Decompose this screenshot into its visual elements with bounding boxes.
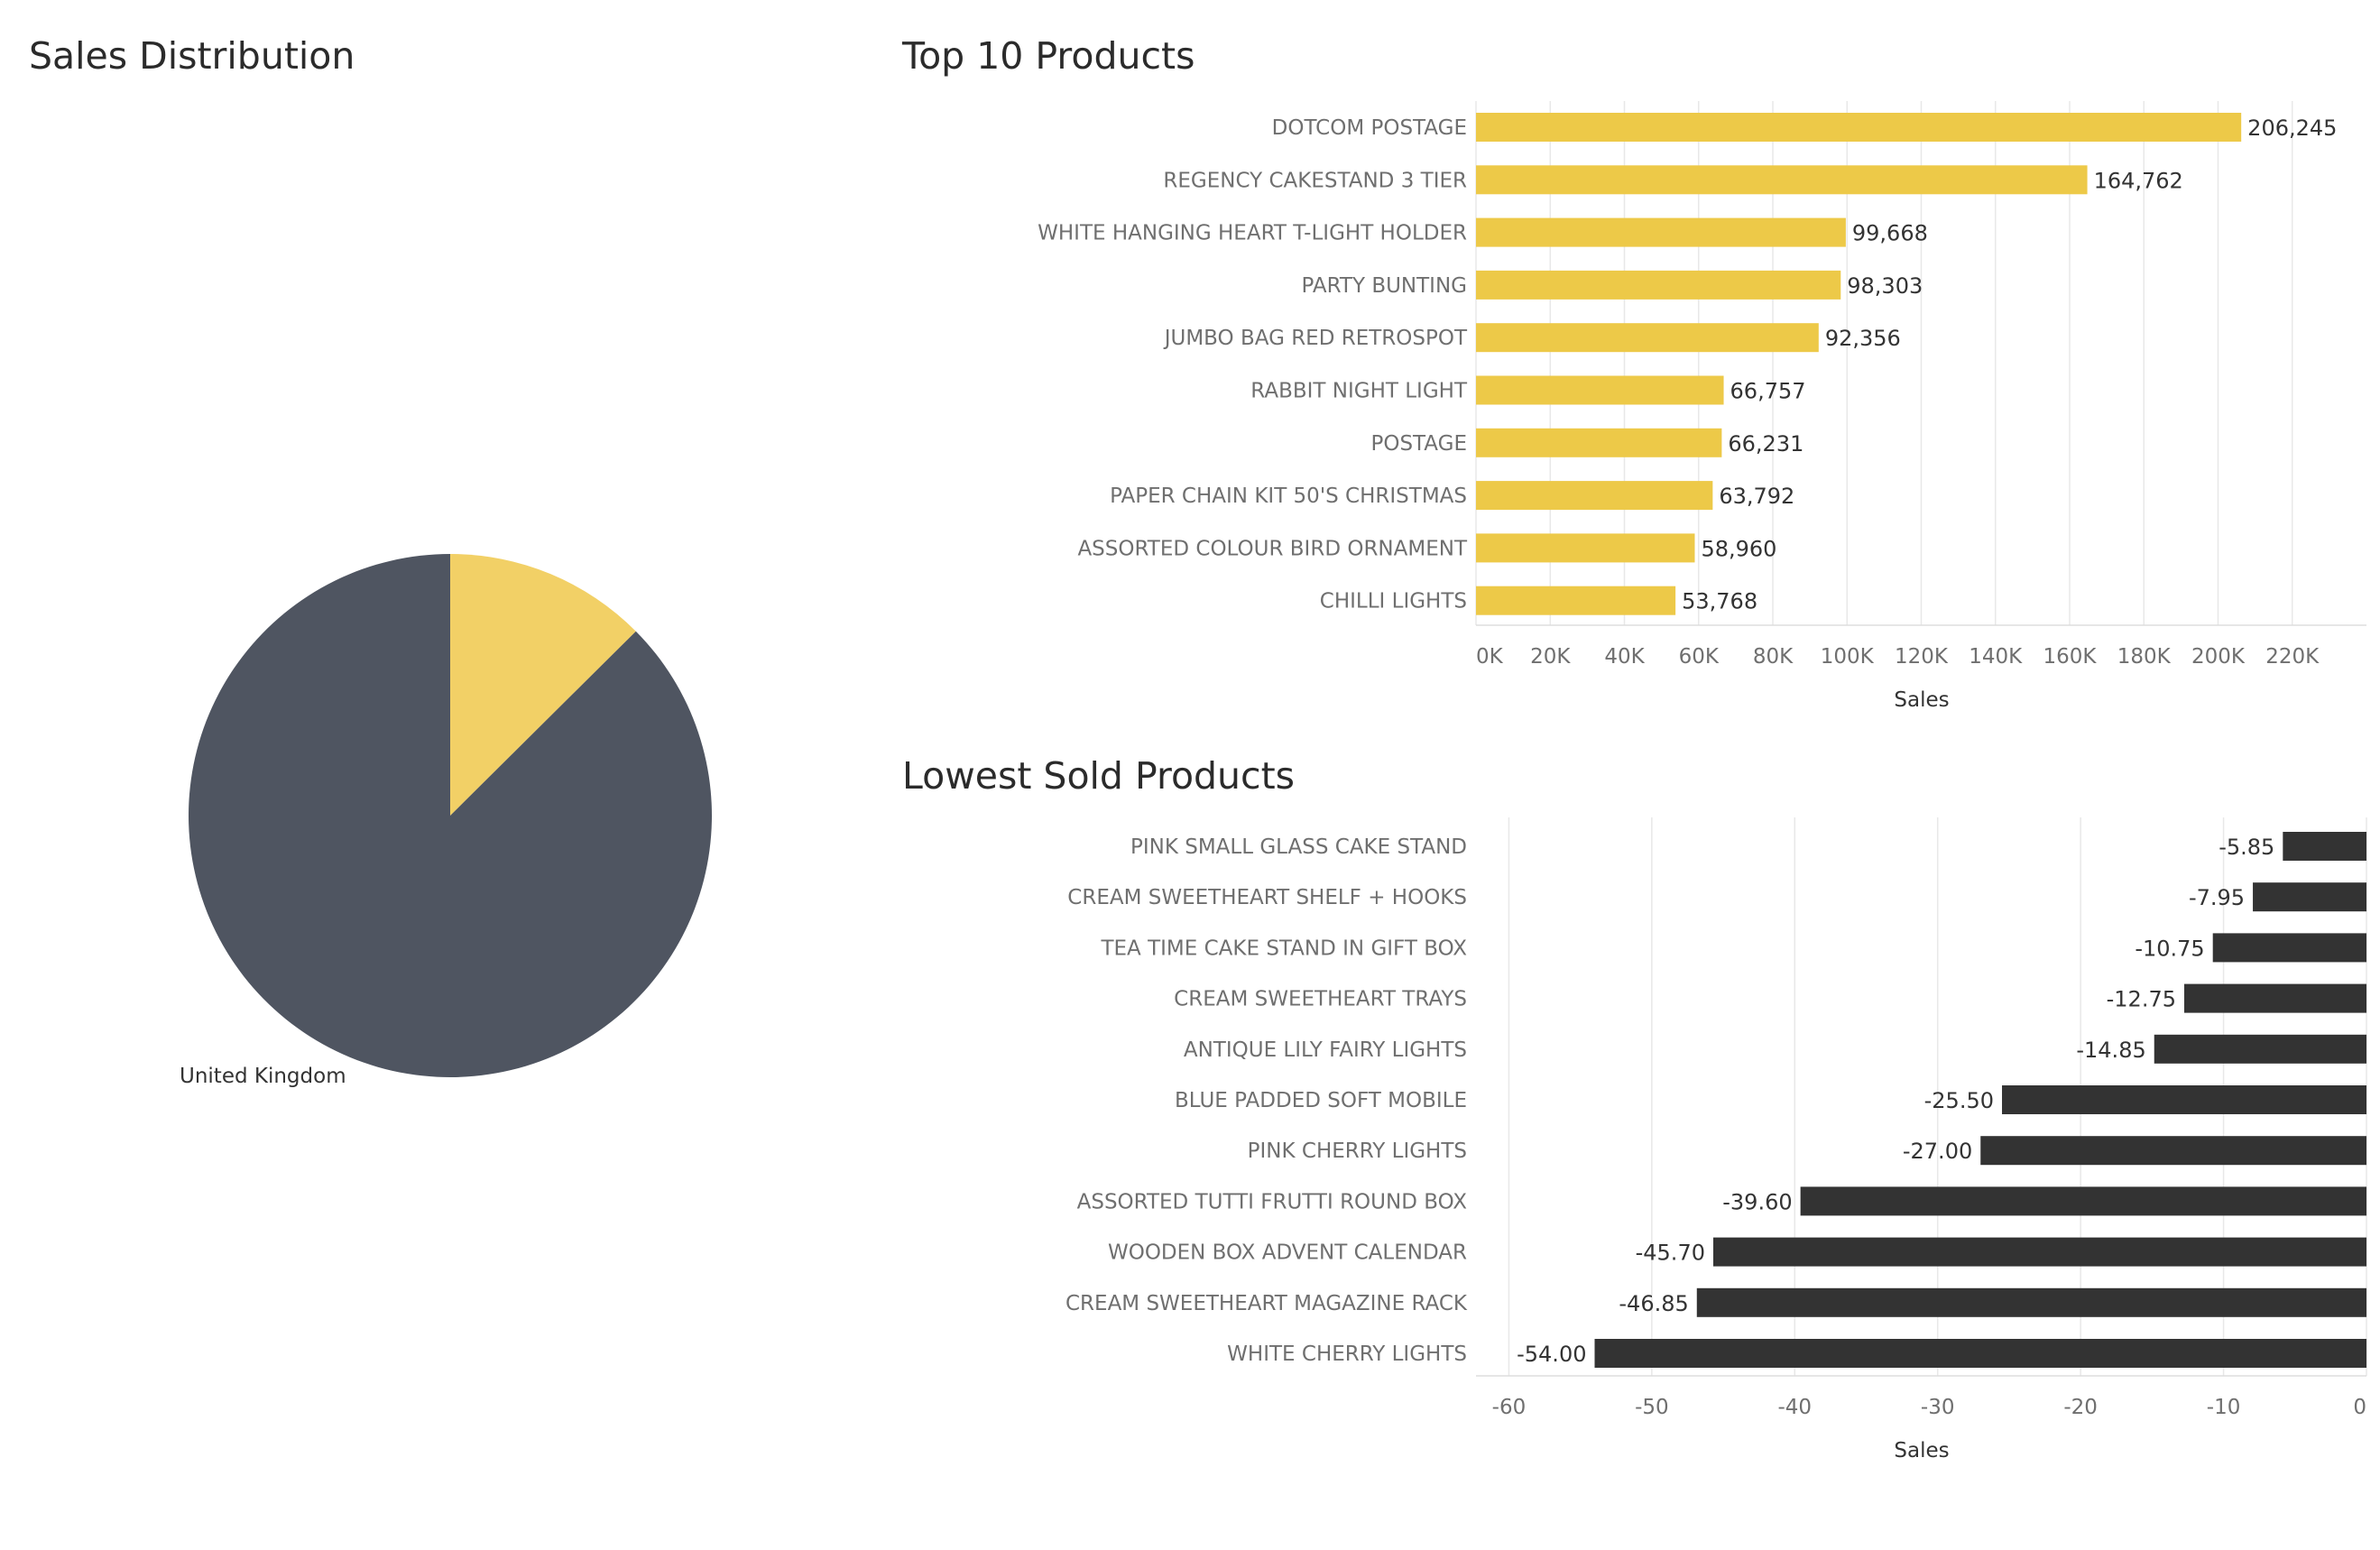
lowest-products-value-label: -27.00 xyxy=(1903,1139,1972,1164)
pie-label-united-kingdom: United Kingdom xyxy=(180,1065,346,1088)
pie-slice-0[interactable] xyxy=(450,554,636,816)
top-products-tick-label: 80K xyxy=(1753,645,1794,669)
pie-chart-title: Sales Distribution xyxy=(29,34,355,78)
top-products-value-label: 53,768 xyxy=(1682,589,1757,614)
sales-distribution-pie[interactable]: United Kingdom xyxy=(180,553,713,1088)
top-products-category-label: CHILLI LIGHTS xyxy=(1320,590,1467,614)
top-products-title: Top 10 Products xyxy=(902,34,1195,78)
top-products-tick-label: 220K xyxy=(2265,645,2320,669)
lowest-products-bar[interactable] xyxy=(1594,1339,2366,1368)
lowest-products-value-label: -7.95 xyxy=(2189,885,2245,910)
lowest-products-category-label: TEA TIME CAKE STAND IN GIFT BOX xyxy=(1100,936,1467,960)
top-products-tick-label: 0K xyxy=(1476,645,1504,669)
lowest-products-bar[interactable] xyxy=(2184,983,2366,1013)
lowest-products-bar[interactable] xyxy=(2253,882,2366,912)
lowest-products-bar[interactable] xyxy=(1696,1287,2366,1317)
pie-slice-1[interactable] xyxy=(189,553,713,1077)
lowest-products-category-label: PINK SMALL GLASS CAKE STAND xyxy=(1130,835,1467,859)
top-products-tick-label: 100K xyxy=(1821,645,1875,669)
top-products-tick-label: 160K xyxy=(2043,645,2098,669)
top-products-value-label: 98,303 xyxy=(1847,273,1923,299)
lowest-products-bar[interactable] xyxy=(2283,832,2366,861)
lowest-products-bar[interactable] xyxy=(2002,1085,2366,1114)
top-products-value-label: 92,356 xyxy=(1825,326,1901,351)
lowest-products-tick-label: -50 xyxy=(1635,1396,1669,1419)
lowest-products-value-label: -12.75 xyxy=(2107,987,2176,1012)
top-products-bar[interactable] xyxy=(1476,533,1695,563)
top-products-bar[interactable] xyxy=(1476,270,1841,300)
top-products-bar[interactable] xyxy=(1476,165,2088,195)
lowest-products-bar[interactable] xyxy=(1980,1136,2366,1166)
lowest-products-category-label: CREAM SWEETHEART SHELF + HOOKS xyxy=(1067,886,1467,909)
lowest-products-bar[interactable] xyxy=(1800,1186,2366,1216)
top-products-bar[interactable] xyxy=(1476,481,1713,511)
lowest-products-tick-label: -40 xyxy=(1778,1396,1813,1419)
lowest-products-category-label: CREAM SWEETHEART TRAYS xyxy=(1174,988,1467,1011)
top-products-category-label: DOTCOM POSTAGE xyxy=(1272,116,1467,140)
lowest-products-value-label: -46.85 xyxy=(1619,1291,1688,1316)
top-products-value-label: 58,960 xyxy=(1701,536,1776,561)
top-products-category-label: PAPER CHAIN KIT 50'S CHRISTMAS xyxy=(1110,484,1467,508)
top-products-bar[interactable] xyxy=(1476,428,1722,457)
lowest-products-tick-label: -20 xyxy=(2063,1396,2098,1419)
lowest-products-category-label: WHITE CHERRY LIGHTS xyxy=(1227,1342,1467,1366)
top-products-bar[interactable] xyxy=(1476,113,2242,142)
top-products-tick-label: 120K xyxy=(1895,645,1949,669)
top-products-category-label: JUMBO BAG RED RETROSPOT xyxy=(1163,327,1468,350)
top-products-value-label: 66,757 xyxy=(1730,379,1806,404)
top-products-chart: DOTCOM POSTAGE 206,245 REGENCY CAKESTAND 3… xyxy=(1038,101,2366,712)
top-products-category-label: ASSORTED COLOUR BIRD ORNAMENT xyxy=(1077,537,1468,560)
lowest-products-category-label: WOODEN BOX ADVENT CALENDAR xyxy=(1108,1241,1467,1265)
top-products-x-axis-title: Sales xyxy=(1894,688,1949,712)
top-products-tick-label: 20K xyxy=(1530,645,1571,669)
lowest-products-category-label: BLUE PADDED SOFT MOBILE xyxy=(1175,1089,1467,1112)
top-products-tick-label: 180K xyxy=(2117,645,2172,669)
lowest-products-value-label: -39.60 xyxy=(1722,1189,1792,1214)
top-products-tick-label: 60K xyxy=(1679,645,1720,669)
lowest-products-tick-label: -10 xyxy=(2207,1396,2241,1419)
top-products-value-label: 164,762 xyxy=(2094,168,2183,193)
lowest-products-bar[interactable] xyxy=(2154,1034,2366,1064)
lowest-products-value-label: -5.85 xyxy=(2219,835,2274,860)
top-products-category-label: RABBIT NIGHT LIGHT xyxy=(1250,380,1468,403)
top-products-bar[interactable] xyxy=(1476,217,1846,247)
lowest-products-category-label: ASSORTED TUTTI FRUTTI ROUND BOX xyxy=(1077,1190,1468,1213)
top-products-tick-label: 200K xyxy=(2191,645,2246,669)
top-products-category-label: PARTY BUNTING xyxy=(1301,274,1467,298)
top-products-bar[interactable] xyxy=(1476,586,1676,615)
top-products-category-label: POSTAGE xyxy=(1370,432,1467,456)
lowest-products-value-label: -10.75 xyxy=(2135,936,2204,961)
lowest-products-tick-label: -30 xyxy=(1921,1396,1955,1419)
lowest-products-value-label: -25.50 xyxy=(1924,1088,1994,1113)
top-products-tick-label: 40K xyxy=(1604,645,1645,669)
top-products-value-label: 206,245 xyxy=(2247,115,2337,141)
top-products-value-label: 66,231 xyxy=(1728,431,1803,457)
top-products-category-label: REGENCY CAKESTAND 3 TIER xyxy=(1163,169,1467,192)
lowest-products-bar[interactable] xyxy=(2212,933,2366,963)
lowest-products-chart: PINK SMALL GLASS CAKE STAND -5.85 CREAM SW… xyxy=(1065,817,2367,1462)
lowest-products-tick-label: 0 xyxy=(2353,1396,2366,1419)
top-products-bar[interactable] xyxy=(1476,323,1819,353)
lowest-products-category-label: ANTIQUE LILY FAIRY LIGHTS xyxy=(1184,1038,1467,1062)
top-products-category-label: WHITE HANGING HEART T-LIGHT HOLDER xyxy=(1038,222,1467,245)
top-products-tick-label: 140K xyxy=(1969,645,2023,669)
lowest-products-value-label: -54.00 xyxy=(1517,1342,1586,1367)
lowest-products-value-label: -45.70 xyxy=(1636,1241,1705,1266)
lowest-products-tick-label: -60 xyxy=(1492,1396,1527,1419)
lowest-products-bar[interactable] xyxy=(1712,1237,2366,1267)
top-products-bar[interactable] xyxy=(1476,375,1724,405)
lowest-products-title: Lowest Sold Products xyxy=(902,754,1296,798)
lowest-products-category-label: CREAM SWEETHEART MAGAZINE RACK xyxy=(1065,1292,1468,1315)
lowest-products-value-label: -14.85 xyxy=(2076,1038,2145,1063)
lowest-products-x-axis-title: Sales xyxy=(1894,1439,1949,1462)
lowest-products-category-label: PINK CHERRY LIGHTS xyxy=(1248,1139,1467,1163)
top-products-value-label: 63,792 xyxy=(1719,484,1794,509)
top-products-value-label: 99,668 xyxy=(1852,221,1928,246)
